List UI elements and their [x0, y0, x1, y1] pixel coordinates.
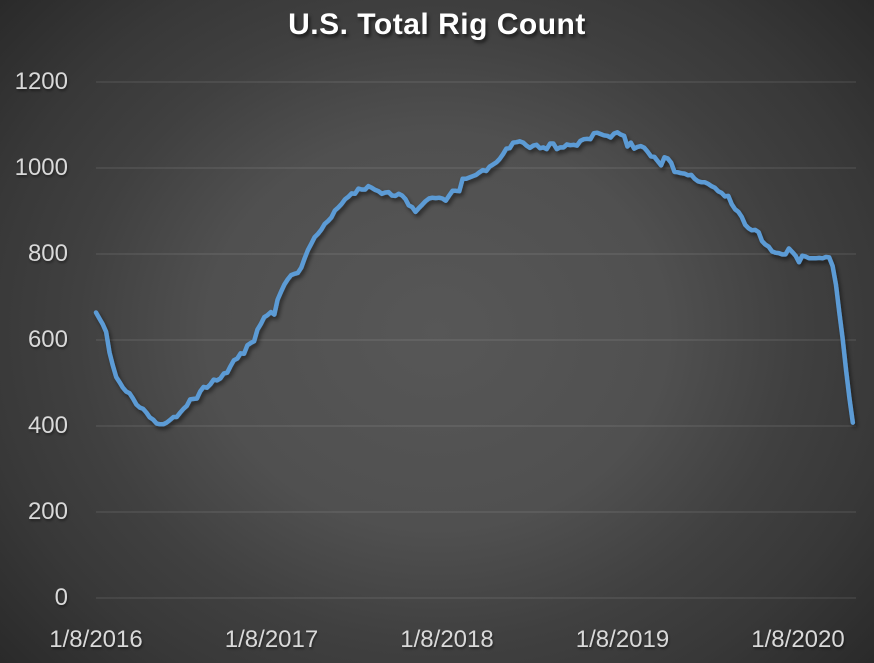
y-axis-tick-label: 1200 [14, 68, 68, 95]
y-axis-tick-label: 200 [27, 498, 68, 525]
y-axis-tick-label: 600 [27, 326, 68, 353]
y-axis-tick-label: 0 [54, 584, 68, 611]
y-axis-tick-label: 800 [27, 240, 68, 267]
x-axis-tick-label: 1/8/2020 [751, 626, 845, 653]
y-axis-tick-label: 400 [27, 412, 68, 439]
x-axis-tick-label: 1/8/2019 [575, 626, 670, 653]
x-axis-tick-label: 1/8/2017 [224, 626, 319, 653]
y-axis-tick-label: 1000 [14, 154, 68, 181]
series-line-us-total-rig-count [93, 130, 856, 427]
gridlines [96, 81, 856, 599]
x-axis-tick-label: 1/8/2016 [49, 626, 143, 653]
chart-title: U.S. Total Rig Count [288, 8, 586, 41]
x-axis-tick-label: 1/8/2018 [400, 626, 494, 653]
